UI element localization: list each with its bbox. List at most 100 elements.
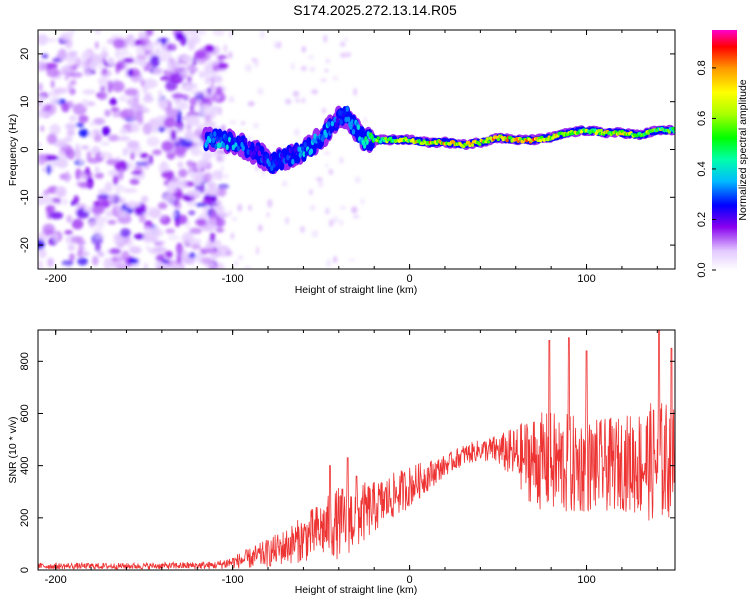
noise-blob xyxy=(97,251,105,258)
colorbar-tick-label: 0.6 xyxy=(696,111,708,126)
noise-blob xyxy=(225,250,233,257)
noise-blob xyxy=(75,148,81,160)
noise-blob xyxy=(211,201,217,207)
signal-blob xyxy=(467,140,471,145)
y-tick-label: -20 xyxy=(19,237,31,253)
noise-blob xyxy=(53,232,59,243)
noise-blob xyxy=(210,106,217,112)
noise-blob xyxy=(138,214,146,223)
noise-blob xyxy=(120,108,135,119)
noise-blob xyxy=(201,257,212,265)
noise-blob xyxy=(328,168,333,175)
noise-blob xyxy=(267,198,273,208)
noise-blob xyxy=(46,67,60,78)
noise-blob xyxy=(70,79,77,86)
noise-blob xyxy=(144,92,152,99)
noise-blob xyxy=(46,164,52,175)
y-tick-label: 600 xyxy=(19,404,31,422)
y-tick-label: 20 xyxy=(19,48,31,60)
noise-blob xyxy=(109,248,122,255)
noise-blob xyxy=(177,201,182,210)
noise-blob xyxy=(144,80,158,88)
noise-blob xyxy=(351,206,358,214)
noise-blob xyxy=(101,198,110,209)
noise-blob xyxy=(77,248,83,259)
signal-blob xyxy=(244,137,248,144)
noise-blob xyxy=(204,91,209,97)
noise-blob xyxy=(154,260,165,269)
y-tick-label: -10 xyxy=(19,189,31,205)
noise-blob xyxy=(81,145,90,150)
signal-blob xyxy=(257,150,262,157)
noise-blob xyxy=(214,217,226,228)
noise-blob xyxy=(183,231,194,244)
noise-blob xyxy=(114,184,125,192)
signal-blob xyxy=(208,137,212,144)
noise-blob xyxy=(326,258,332,268)
noise-blob xyxy=(139,152,149,159)
noise-blob xyxy=(134,161,149,166)
noise-blob xyxy=(102,67,108,76)
noise-blob xyxy=(301,46,306,53)
noise-blob xyxy=(38,248,47,259)
signal-blob xyxy=(330,120,335,127)
noise-blob xyxy=(196,163,202,174)
noise-blob xyxy=(64,230,73,235)
signal-blob xyxy=(309,148,314,155)
noise-blob xyxy=(181,55,193,63)
signal-blob xyxy=(333,116,337,123)
noise-blob xyxy=(321,108,327,114)
signal-blob xyxy=(270,165,274,172)
signal-blob xyxy=(279,152,284,159)
noise-blob xyxy=(99,151,111,159)
noise-blob xyxy=(91,239,104,245)
signal-blob xyxy=(298,152,302,158)
noise-blob xyxy=(307,55,315,60)
noise-blob xyxy=(128,258,139,265)
noise-blob xyxy=(339,41,346,47)
noise-blob xyxy=(206,187,219,196)
noise-blob xyxy=(227,51,233,59)
colorbar-label: Normalized spectral amplitude xyxy=(737,79,749,220)
noise-blob xyxy=(148,207,162,219)
noise-blob xyxy=(203,172,213,183)
noise-blob xyxy=(179,65,188,78)
noise-blob xyxy=(122,57,135,63)
noise-blob xyxy=(339,219,343,226)
noise-blob xyxy=(129,246,142,255)
signal-blob xyxy=(388,136,393,141)
noise-blob xyxy=(148,247,162,255)
noise-blob xyxy=(207,60,219,66)
noise-blob xyxy=(345,51,352,58)
noise-blob xyxy=(177,161,184,168)
noise-blob xyxy=(66,123,76,131)
x-tick-label: -100 xyxy=(222,574,244,586)
snr-x-label: Height of straight line (km) xyxy=(295,584,418,596)
noise-blob xyxy=(195,202,208,207)
noise-blob xyxy=(38,238,45,251)
noise-blob xyxy=(94,30,101,35)
noise-blob xyxy=(285,216,289,225)
noise-blob xyxy=(65,38,73,49)
signal-blob xyxy=(379,140,383,144)
noise-blob xyxy=(127,68,134,77)
noise-blob xyxy=(175,100,183,111)
noise-blob xyxy=(219,206,226,215)
noise-blob xyxy=(154,47,161,56)
noise-blob xyxy=(57,141,68,147)
snr-frame xyxy=(37,329,676,571)
noise-blob xyxy=(143,231,152,244)
noise-blob xyxy=(167,234,180,241)
noise-blob xyxy=(194,191,202,196)
noise-blob xyxy=(89,120,96,127)
noise-blob xyxy=(41,53,49,59)
y-tick-label: 10 xyxy=(19,96,31,108)
noise-blob xyxy=(136,53,147,62)
noise-blob xyxy=(126,97,139,107)
noise-blob xyxy=(173,67,180,74)
signal-blob xyxy=(329,128,333,134)
noise-blob xyxy=(66,215,73,223)
noise-blob xyxy=(81,51,90,62)
noise-blob xyxy=(91,219,104,225)
noise-blob xyxy=(100,86,105,92)
